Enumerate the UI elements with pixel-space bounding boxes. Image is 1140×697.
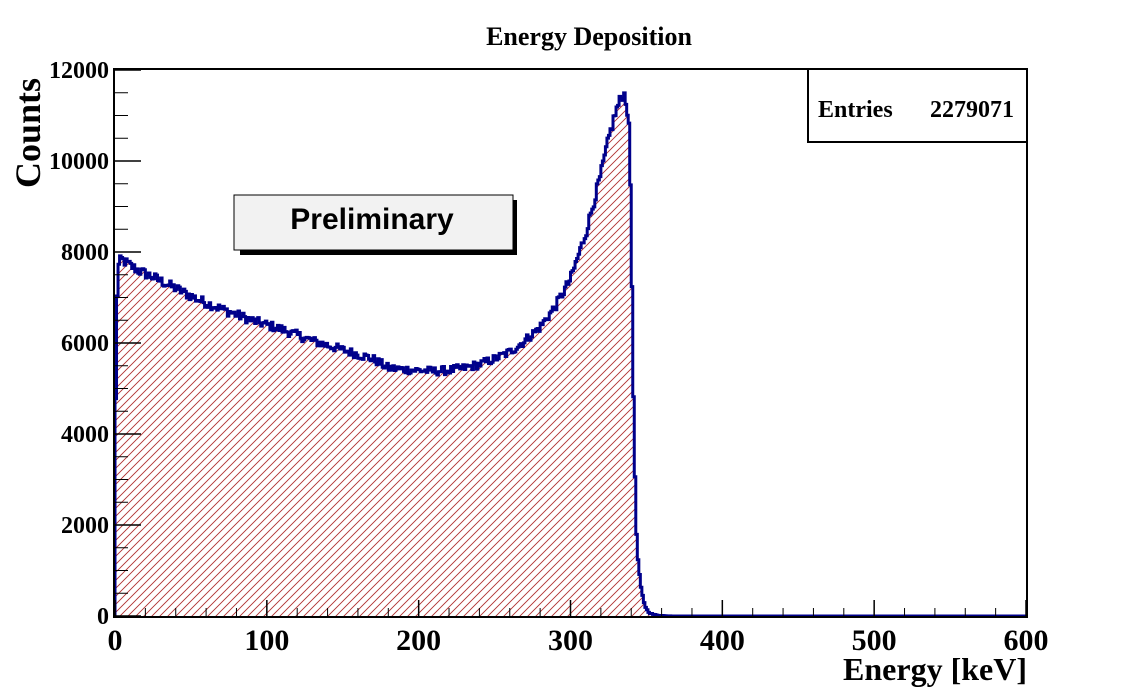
preliminary-label: Preliminary: [290, 203, 454, 236]
y-tick-label: 0: [97, 604, 109, 630]
x-tick-label: 500: [852, 624, 897, 657]
x-axis-label: Energy [keV]: [843, 651, 1027, 687]
plot-frame: [113, 68, 1028, 618]
y-tick-label: 8000: [61, 240, 109, 266]
y-axis: 0 2000 4000 6000 8000 10000 12000: [49, 58, 141, 630]
y-tick-label: 2000: [61, 513, 109, 539]
x-tick-label: 100: [244, 624, 289, 657]
x-tick-label: 600: [1004, 624, 1049, 657]
x-tick-label: 300: [548, 624, 593, 657]
x-tick-label: 200: [396, 624, 441, 657]
stats-box: Entries 2279071: [807, 68, 1028, 143]
y-axis-label: Counts: [8, 78, 48, 188]
y-tick-label: 4000: [61, 422, 109, 448]
histogram-fill: [115, 92, 1026, 617]
y-tick-label: 6000: [61, 331, 109, 357]
histogram: [113, 91, 1026, 618]
x-tick-label: 400: [700, 624, 745, 657]
x-tick-label: 0: [108, 624, 123, 657]
y-tick-label: 12000: [49, 58, 109, 84]
stats-entries-label: Entries: [818, 97, 893, 123]
stats-entries-value: 2279071: [930, 97, 1014, 123]
chart-title: Energy Deposition: [486, 22, 692, 51]
preliminary-label-box: Preliminary: [233, 194, 517, 255]
y-tick-label: 10000: [49, 149, 109, 175]
x-axis: 0 100 200 300 400 500 600: [108, 600, 1049, 657]
